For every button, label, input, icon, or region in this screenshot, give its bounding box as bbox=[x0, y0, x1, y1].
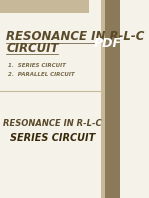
Text: CIRCUIT: CIRCUIT bbox=[6, 42, 59, 54]
Text: 1.  SERIES CIRCUIT: 1. SERIES CIRCUIT bbox=[8, 63, 66, 68]
Text: SERIES CIRCUIT: SERIES CIRCUIT bbox=[10, 133, 95, 143]
FancyBboxPatch shape bbox=[103, 0, 120, 198]
FancyBboxPatch shape bbox=[101, 0, 105, 198]
Text: RESONANCE IN R-L-C: RESONANCE IN R-L-C bbox=[3, 118, 102, 128]
Text: PDF: PDF bbox=[94, 36, 122, 50]
Text: 2.  PARALLEL CIRCUIT: 2. PARALLEL CIRCUIT bbox=[8, 71, 75, 76]
Text: RESONANCE IN R-L-C: RESONANCE IN R-L-C bbox=[6, 30, 145, 43]
FancyBboxPatch shape bbox=[0, 0, 89, 13]
